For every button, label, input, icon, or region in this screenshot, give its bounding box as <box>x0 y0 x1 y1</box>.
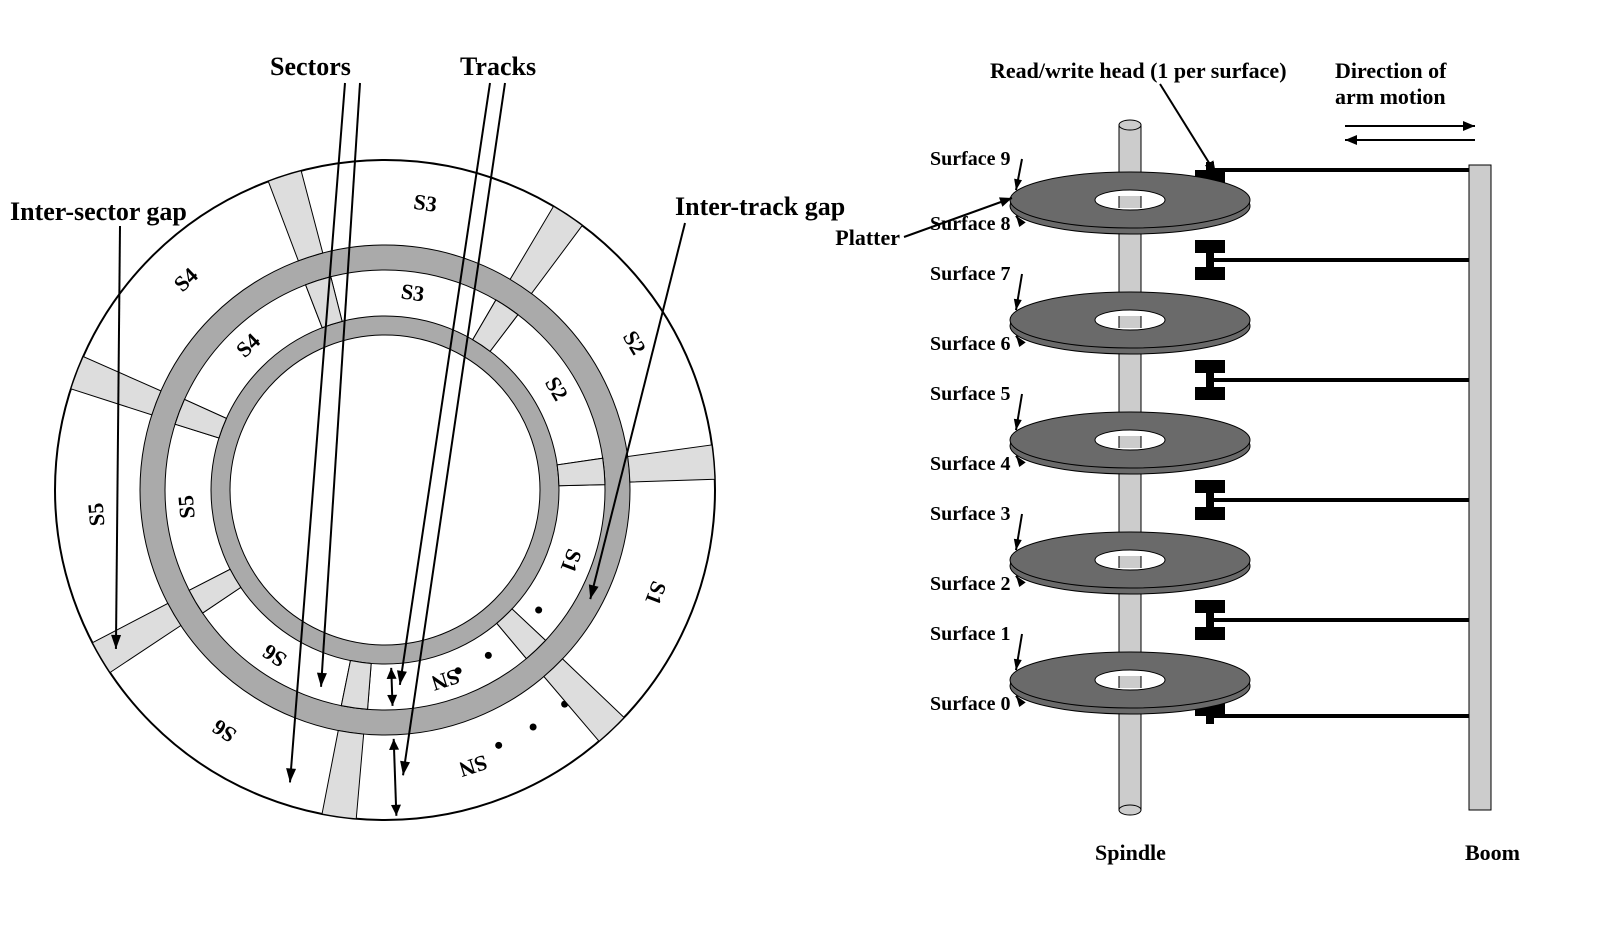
surface-label: Surface 7 <box>930 263 1011 285</box>
surface-label: Surface 9 <box>930 148 1011 170</box>
label-rw-head: Read/write head (1 per surface) <box>990 58 1287 83</box>
label-arm-motion: arm motion <box>1335 84 1446 109</box>
disk-diagram-figure: S6S6S5S5S4S4S3S3S2S2S1S1SNSNSectorsTrack… <box>0 0 1600 930</box>
label-arm-motion: Direction of <box>1335 58 1447 83</box>
sector-label: S3 <box>412 189 439 217</box>
label-tracks: Tracks <box>460 52 536 81</box>
sector-label: S5 <box>83 502 110 527</box>
platter-stack-side-view: Surface 0 Surface 1 Surface 2 Surface 3 Surf… <box>835 58 1520 865</box>
surface-label: Surface 0 <box>930 693 1011 715</box>
label-inter-sector-gap: Inter-sector gap <box>10 197 187 226</box>
sector-label: S3 <box>400 278 427 306</box>
label-platter: Platter <box>835 225 900 250</box>
surface-label: Surface 4 <box>930 453 1011 475</box>
surface-label: Surface 6 <box>930 333 1011 355</box>
label-spindle: Spindle <box>1095 840 1166 865</box>
sector-label: S5 <box>173 494 200 519</box>
surface-label: Surface 5 <box>930 383 1011 405</box>
surface-label: Surface 1 <box>930 623 1011 645</box>
surface-label: Surface 3 <box>930 503 1011 525</box>
label-boom: Boom <box>1465 840 1520 865</box>
surface-label: Surface 2 <box>930 573 1011 595</box>
label-inter-track-gap: Inter-track gap <box>675 192 845 221</box>
label-sectors: Sectors <box>270 52 351 81</box>
